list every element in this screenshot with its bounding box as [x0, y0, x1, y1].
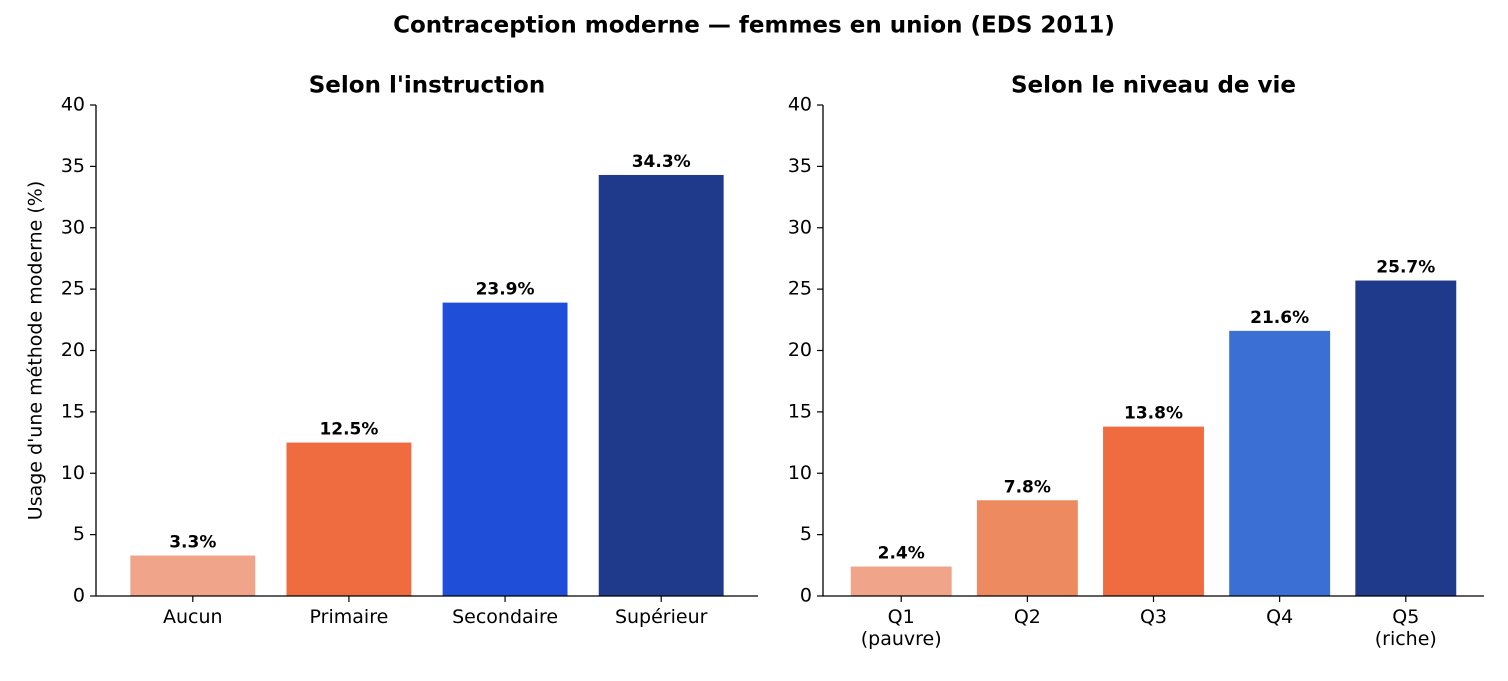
y-tick-label: 5 — [73, 523, 85, 545]
bar — [976, 500, 1078, 596]
x-tick-label: Q3 — [1139, 606, 1168, 628]
y-axis-label: Usage d'une méthode moderne (%) — [25, 181, 47, 520]
y-tick-label: 25 — [61, 278, 85, 300]
y-tick-label: 10 — [61, 462, 85, 484]
x-tick-label-box: Aucun — [163, 606, 223, 628]
y-tick-label: 10 — [788, 462, 812, 484]
value-label: 23.9% — [476, 280, 535, 300]
y-tick-label: 35 — [61, 155, 85, 177]
subplot-title: Selon le niveau de vie — [1011, 73, 1296, 99]
x-tick-label-box: Q1 (pauvre) — [860, 606, 942, 650]
y-tick-label: 15 — [61, 400, 85, 422]
y-tick-label: 30 — [61, 216, 85, 238]
bar — [286, 442, 412, 596]
value-label: 25.7% — [1376, 258, 1435, 278]
y-tick-label: 20 — [788, 339, 812, 361]
value-label: 21.6% — [1250, 308, 1309, 328]
bar — [442, 302, 568, 596]
x-tick-label-box: Q2 — [1013, 606, 1041, 628]
bar — [130, 555, 256, 596]
bar — [1229, 330, 1331, 596]
figure-title: Contraception moderne — femmes en union … — [393, 13, 1115, 39]
x-tick-label-box: Primaire — [309, 606, 389, 628]
value-label: 12.5% — [319, 420, 378, 440]
value-label: 7.8% — [1004, 477, 1051, 497]
y-tick-label: 15 — [788, 400, 812, 422]
x-tick-label: Q5 (riche) — [1374, 606, 1437, 650]
subplot: Selon le niveau de vie 0 5 10 15 20 25 30 35 40 2.… — [788, 73, 1484, 650]
x-tick-label: Secondaire — [452, 606, 559, 628]
x-tick-label: Q2 — [1013, 606, 1041, 628]
y-tick-label: 0 — [800, 585, 812, 607]
x-tick-label-box: Secondaire — [452, 606, 559, 628]
bar — [598, 174, 724, 596]
y-tick-label: 0 — [73, 585, 85, 607]
x-tick-label: Supérieur — [614, 606, 708, 628]
y-tick-label: 20 — [61, 339, 85, 361]
value-label: 2.4% — [878, 544, 925, 564]
value-label: 3.3% — [169, 532, 216, 552]
x-tick-label: Q4 — [1266, 606, 1294, 628]
y-tick-label: 40 — [61, 94, 85, 116]
y-tick-label: 5 — [800, 523, 812, 545]
x-tick-label: Q1 (pauvre) — [860, 606, 942, 650]
value-label: 34.3% — [632, 152, 691, 172]
subplot: Selon l'instruction Usage d'une méthode m… — [25, 73, 758, 628]
bar — [1103, 426, 1204, 596]
x-tick-label: Primaire — [309, 606, 389, 628]
x-tick-label: Aucun — [163, 606, 223, 628]
x-tick-label-box: Q3 — [1139, 606, 1168, 628]
subplot-title: Selon l'instruction — [309, 73, 546, 99]
bar — [850, 566, 952, 596]
y-tick-label: 25 — [788, 278, 812, 300]
y-tick-label: 40 — [788, 94, 812, 116]
value-label: 13.8% — [1124, 404, 1183, 424]
y-tick-label: 35 — [788, 155, 812, 177]
x-tick-label-box: Supérieur — [614, 606, 708, 628]
x-tick-label-box: Q4 — [1266, 606, 1294, 628]
bar — [1355, 280, 1457, 596]
y-tick-label: 30 — [788, 216, 812, 238]
x-tick-label-box: Q5 (riche) — [1374, 606, 1437, 650]
